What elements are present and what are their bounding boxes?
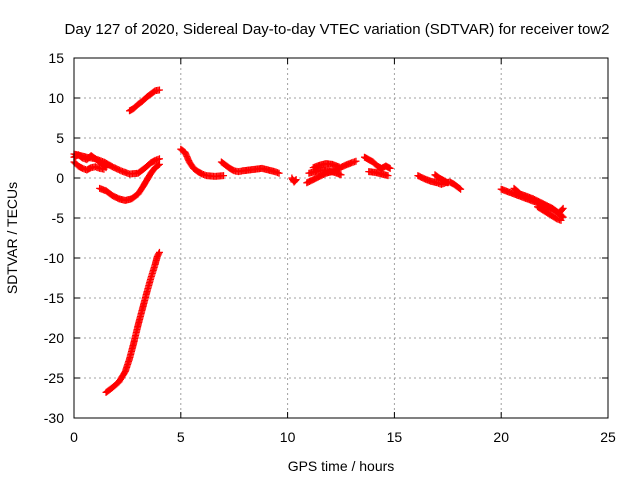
data-point-plus bbox=[559, 204, 567, 212]
tick-marks bbox=[73, 57, 609, 419]
data-point-plus bbox=[384, 172, 392, 180]
data-point-plus bbox=[386, 164, 394, 172]
data-point-plus bbox=[291, 176, 299, 184]
y-tick-label: -5 bbox=[52, 210, 65, 226]
data-point-plus bbox=[557, 216, 565, 224]
y-tick-label: 0 bbox=[56, 170, 64, 186]
y-tick-label: -20 bbox=[44, 330, 64, 346]
data-point-plus bbox=[220, 172, 228, 180]
y-tick-label: -15 bbox=[44, 290, 64, 306]
x-tick-label: 0 bbox=[70, 429, 78, 445]
chart-title: Day 127 of 2020, Sidereal Day-to-day VTE… bbox=[65, 21, 610, 38]
series-arc-i bbox=[288, 174, 300, 186]
series-arc-f bbox=[102, 248, 163, 396]
grid-lines bbox=[74, 58, 608, 418]
series-arc-s bbox=[534, 203, 565, 224]
x-tick-label: 25 bbox=[600, 429, 616, 445]
series-arc-b bbox=[70, 158, 108, 174]
data-point-plus bbox=[558, 205, 566, 213]
y-tick-label: 5 bbox=[56, 130, 64, 146]
y-tick-label: -25 bbox=[44, 370, 64, 386]
x-tick-label: 15 bbox=[387, 429, 403, 445]
series-arc-d bbox=[96, 160, 163, 204]
x-tick-label: 5 bbox=[177, 429, 185, 445]
y-tick-labels: 15 10 5 0 -5 -10 -15 -20 -25 -30 bbox=[44, 50, 64, 426]
x-tick-label: 20 bbox=[493, 429, 509, 445]
data-point-plus bbox=[337, 171, 345, 179]
data-points bbox=[70, 86, 567, 396]
x-tick-label: 10 bbox=[280, 429, 296, 445]
data-point-plus bbox=[444, 179, 452, 187]
y-tick-label: 10 bbox=[48, 90, 64, 106]
series-arc-r bbox=[510, 184, 567, 217]
x-tick-labels: 0 5 10 15 20 25 bbox=[70, 429, 616, 445]
series-arc-l bbox=[309, 160, 343, 172]
data-point-plus bbox=[100, 165, 108, 173]
data-point-plus bbox=[154, 161, 162, 169]
series-arc-n bbox=[365, 168, 392, 180]
data-point-plus bbox=[558, 212, 566, 220]
x-axis-label: GPS time / hours bbox=[288, 458, 395, 474]
data-point-plus bbox=[155, 250, 163, 258]
data-point-plus bbox=[155, 86, 163, 94]
y-axis-label: SDTVAR / TECUs bbox=[4, 182, 20, 294]
y-tick-label: -30 bbox=[44, 410, 64, 426]
data-point-plus bbox=[352, 157, 360, 165]
data-point-plus bbox=[275, 169, 283, 177]
data-point-plus bbox=[292, 176, 300, 184]
data-point-plus bbox=[456, 184, 464, 192]
series-arc-m bbox=[360, 153, 394, 172]
data-point-plus bbox=[155, 248, 163, 256]
series-arc-p bbox=[431, 171, 452, 187]
plot-frame bbox=[73, 57, 609, 419]
series-arc-k bbox=[305, 166, 345, 179]
data-point-plus bbox=[291, 177, 299, 185]
series-arc-e bbox=[126, 86, 163, 115]
data-point-plus bbox=[155, 160, 163, 168]
y-tick-label: -10 bbox=[44, 250, 64, 266]
series-arc-g bbox=[177, 145, 228, 180]
data-point-plus bbox=[335, 163, 343, 171]
data-point-plus bbox=[457, 185, 465, 193]
y-tick-label: 15 bbox=[48, 50, 64, 66]
series-arc-h bbox=[217, 158, 283, 177]
